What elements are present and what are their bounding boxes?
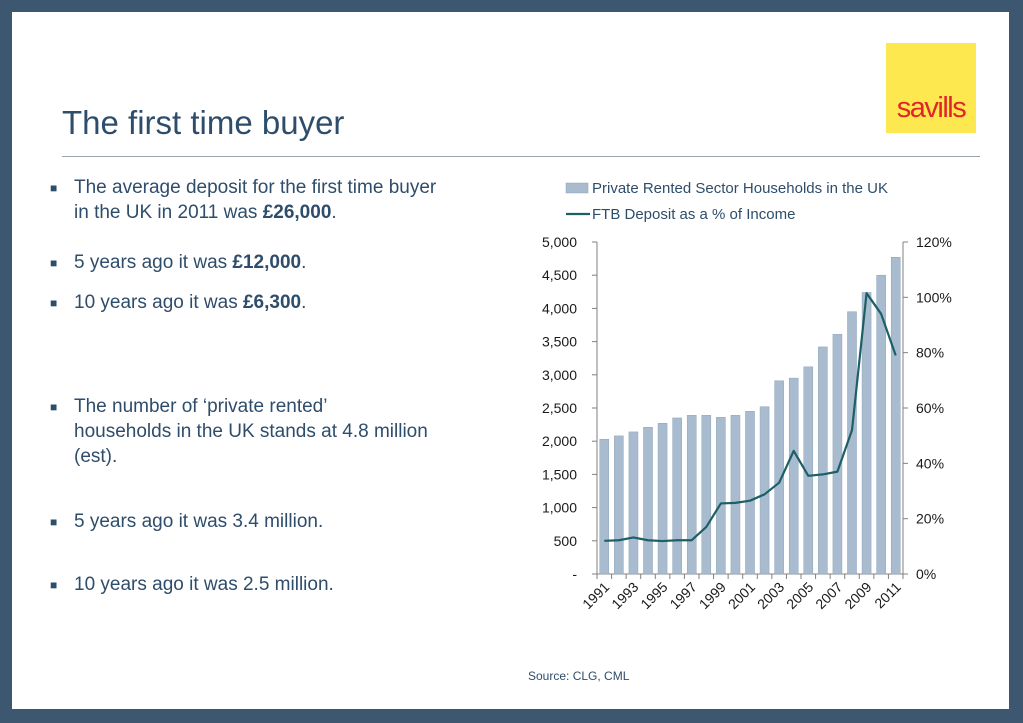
bar [745, 411, 755, 575]
bullet-item: ■ 10 years ago it was £6,300. [48, 290, 448, 315]
x-tick-label: 2005 [783, 579, 816, 612]
x-tick-label: 1999 [696, 579, 729, 612]
page-title: The first time buyer [62, 104, 345, 141]
bar [657, 423, 668, 575]
bullet-bold: £26,000 [262, 202, 332, 223]
x-tick-label: 2007 [812, 579, 845, 612]
y-right-tick-label: 100% [916, 289, 952, 305]
y-left-tick-label: 4,000 [542, 300, 577, 316]
bar [686, 415, 697, 575]
x-tick-label: 1995 [637, 579, 670, 612]
bar [876, 274, 886, 575]
title-divider [62, 156, 980, 157]
slide: The first time buyer savills [12, 12, 1009, 709]
x-tick-label: 1991 [579, 579, 612, 612]
y-left-tick-label: - [572, 566, 577, 582]
bullet-square-icon: ■ [50, 181, 58, 195]
bar [759, 406, 770, 575]
legend-bar-label: Private Rented Sector Households in the … [592, 180, 888, 197]
x-tick-label: 2001 [725, 579, 758, 612]
bar [774, 380, 784, 575]
bar [716, 417, 726, 575]
bullet-item: ■ The number of ‘private rented’ househo… [48, 394, 428, 469]
bar [803, 366, 814, 575]
y-left-tick-label: 500 [554, 533, 578, 549]
legend-bar-swatch [565, 182, 589, 194]
y-right-tick-label: 20% [916, 511, 944, 527]
bullet-item: ■ 5 years ago it was £12,000. [48, 250, 448, 275]
bar [832, 334, 843, 575]
bullet-square-icon: ■ [50, 578, 58, 592]
y-right-tick-label: 80% [916, 345, 944, 361]
bullet-item: ■ The average deposit for the first time… [48, 175, 448, 225]
y-right-tick-label: 0% [916, 566, 936, 582]
y-left-tick-label: 2,500 [542, 400, 577, 416]
bullet-after: . [331, 202, 337, 223]
y-right-tick-label: 120% [916, 234, 952, 250]
bullet-square-icon: ■ [50, 256, 58, 270]
bar [890, 257, 901, 575]
bar [628, 431, 639, 575]
bullet-item: ■ 10 years ago it was 2.5 million. [48, 572, 448, 597]
bar [861, 292, 872, 575]
bullet-square-icon: ■ [50, 400, 58, 414]
bullet-square-icon: ■ [50, 515, 58, 529]
bar [672, 417, 682, 575]
y-left-tick-label: 5,000 [542, 234, 577, 250]
bullet-after: . [301, 252, 307, 273]
y-left-tick-label: 1,500 [542, 466, 577, 482]
bullet-after: . [301, 292, 307, 313]
bar [599, 438, 610, 575]
bullet-text: The average deposit for the first time b… [74, 177, 437, 223]
x-tick-label: 1997 [666, 579, 699, 612]
y-left-tick-label: 4,500 [542, 267, 577, 283]
bar [614, 435, 624, 575]
bullet-bold: £6,300 [242, 292, 302, 313]
y-left-tick-label: 1,000 [542, 500, 577, 516]
y-left-tick-label: 2,000 [542, 433, 577, 449]
x-tick-label: 2011 [871, 579, 904, 612]
bar [788, 377, 799, 575]
bullet-square-icon: ■ [50, 296, 58, 310]
y-left-tick-label: 3,000 [542, 367, 577, 383]
logo-text: savills [896, 92, 967, 124]
bullet-text: 5 years ago it was 3.4 million. [74, 511, 324, 532]
y-right-tick-label: 60% [916, 400, 944, 416]
x-tick-label: 2009 [841, 579, 874, 612]
legend-line-label: FTB Deposit as a % of Income [592, 206, 795, 223]
bar [847, 311, 857, 575]
y-left-tick-label: 3,500 [542, 334, 577, 350]
x-tick-label: 2003 [754, 579, 787, 612]
bar [730, 415, 741, 575]
bar [818, 346, 828, 575]
bullet-text: 10 years ago it was [74, 292, 243, 313]
bar [643, 427, 653, 575]
source-note: Source: CLG, CML [528, 669, 630, 683]
bullet-bold: £12,000 [232, 252, 302, 273]
bullet-text: The number of ‘private rented’ household… [74, 396, 428, 467]
bullet-item: ■ 5 years ago it was 3.4 million. [48, 509, 448, 534]
y-right-tick-label: 40% [916, 455, 944, 471]
bullet-text: 10 years ago it was 2.5 million. [74, 574, 334, 595]
x-tick-label: 1993 [608, 579, 641, 612]
bar [701, 415, 712, 575]
bullet-text: 5 years ago it was [74, 252, 233, 273]
savills-logo: savills [886, 43, 976, 133]
